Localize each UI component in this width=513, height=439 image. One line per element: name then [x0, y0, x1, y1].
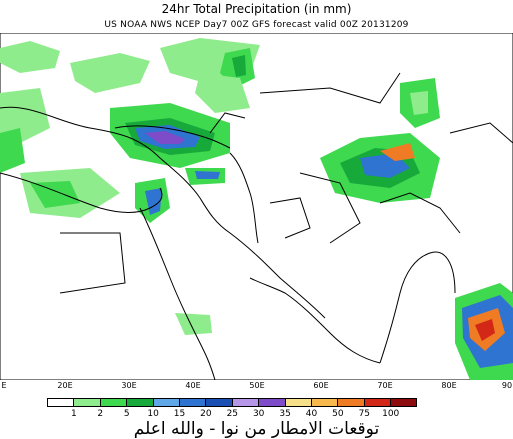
- legend-swatch: [310, 398, 339, 407]
- legend-label: 25: [226, 409, 239, 419]
- legend-swatch: [363, 398, 392, 407]
- legend-swatch: [99, 398, 128, 407]
- legend-swatch: [47, 398, 75, 407]
- lon-label: 50E: [249, 381, 265, 390]
- legend-swatch: [231, 398, 260, 407]
- legend-label: 20: [200, 409, 212, 419]
- legend-label: 50: [332, 409, 344, 419]
- legend-label: 5: [123, 409, 130, 419]
- legend-swatch: [284, 398, 312, 407]
- legend-swatch: [73, 398, 101, 407]
- legend-label: 75: [358, 409, 371, 419]
- lon-label: 40E: [185, 381, 201, 390]
- legend-swatch: [178, 398, 207, 407]
- legend-swatch: [258, 398, 286, 407]
- legend-label: 1: [71, 409, 77, 419]
- coastlines: [0, 72, 513, 380]
- lon-label: 20E: [57, 381, 73, 390]
- arabic-caption: توقعات الامطار من نوا - والله اعلم: [133, 419, 380, 439]
- precip-areas: [0, 38, 513, 380]
- legend-swatch: [205, 398, 233, 407]
- precipitation-map: [0, 33, 513, 380]
- color-legend: [47, 398, 418, 407]
- lon-label: 80E: [441, 381, 457, 390]
- legend-swatch: [390, 398, 418, 407]
- legend-label: 100: [382, 409, 400, 419]
- legend-label: 35: [279, 409, 291, 419]
- map-title: 24hr Total Precipitation (in mm): [161, 2, 352, 16]
- lon-label: E: [1, 381, 7, 390]
- legend-label: 15: [173, 409, 186, 419]
- legend-swatch: [152, 398, 180, 407]
- legend-label: 30: [252, 409, 265, 419]
- legend-swatch: [337, 398, 365, 407]
- legend-label: 40: [305, 409, 318, 419]
- lon-label: 90: [501, 381, 513, 390]
- lon-label: 70E: [377, 381, 393, 390]
- map-subtitle: US NOAA NWS NCEP Day7 00Z GFS forecast v…: [104, 20, 409, 30]
- legend-swatch: [126, 398, 154, 407]
- lon-label: 60E: [313, 381, 329, 390]
- legend-label: 10: [147, 409, 159, 419]
- lon-label: 30E: [121, 381, 137, 390]
- legend-label: 2: [97, 409, 104, 419]
